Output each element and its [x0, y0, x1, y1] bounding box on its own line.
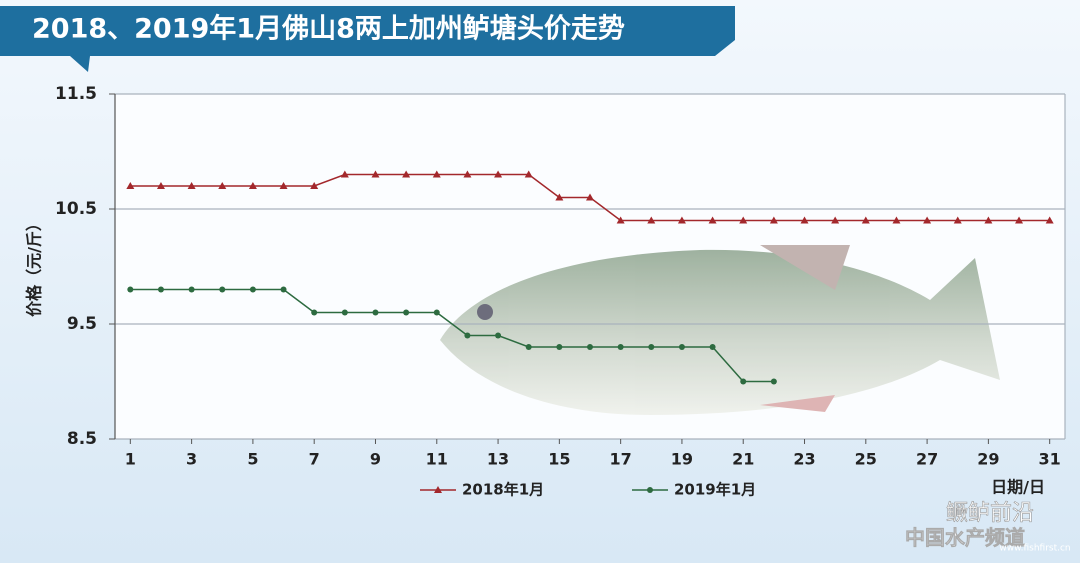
point [341, 309, 348, 316]
point [463, 170, 472, 178]
x-tick-label: 21 [732, 450, 754, 469]
point [616, 216, 625, 224]
point [677, 216, 686, 224]
watermark-channel: 中国水产频道 [905, 526, 1025, 550]
title-banner [0, 6, 735, 56]
point [157, 286, 164, 293]
point [892, 216, 901, 224]
point [1045, 216, 1054, 224]
x-tick-label: 3 [186, 450, 197, 469]
point [218, 182, 227, 189]
point [187, 182, 196, 189]
point [678, 344, 685, 350]
x-tick-label: 9 [370, 450, 381, 469]
point [739, 216, 748, 224]
x-tick-label: 15 [548, 450, 570, 469]
point [648, 344, 655, 350]
legend-label: 2018年1月 [462, 481, 544, 499]
point [524, 170, 533, 178]
point [188, 286, 195, 293]
legend-label: 2019年1月 [674, 481, 756, 499]
point [800, 216, 809, 224]
point [617, 344, 624, 350]
point [432, 170, 441, 178]
x-tick-label: 19 [671, 450, 693, 469]
point [740, 378, 747, 385]
point [248, 182, 257, 189]
point [371, 170, 380, 178]
y-tick-label: 9.5 [67, 314, 97, 334]
point [769, 216, 778, 224]
x-tick-label: 7 [309, 450, 320, 469]
point [953, 216, 962, 224]
point [708, 216, 717, 224]
point [219, 286, 226, 293]
watermark-site: www.fishfirst.cn [999, 544, 1070, 554]
point [831, 216, 840, 224]
y-tick-label: 8.5 [67, 429, 97, 449]
x-tick-label: 27 [916, 450, 938, 469]
point [525, 344, 532, 350]
y-tick-label: 11.5 [55, 84, 97, 104]
point [127, 286, 134, 293]
point [340, 170, 349, 178]
y-tick-label: 10.5 [55, 199, 97, 219]
x-tick-label: 31 [1039, 450, 1061, 469]
point [923, 216, 932, 224]
chart-title: 2018、2019年1月佛山8两上加州鲈塘头价走势 [32, 13, 625, 45]
title-banner-tail [70, 56, 90, 72]
point [126, 182, 135, 189]
point [861, 216, 870, 224]
point [464, 332, 471, 339]
fish-illustration [440, 245, 1000, 415]
x-tick-label: 1 [125, 450, 136, 469]
legend-marker [647, 487, 653, 493]
x-tick-label: 23 [793, 450, 815, 469]
point [586, 193, 594, 201]
legend-marker [434, 486, 442, 493]
point [770, 378, 777, 385]
point [249, 286, 256, 293]
point [310, 182, 319, 189]
x-tick-label: 11 [426, 450, 448, 469]
point [555, 193, 564, 201]
watermark-name: 鳜鲈前沿 [946, 501, 1034, 526]
point [587, 344, 593, 350]
point [403, 309, 410, 316]
x-tick-label: 17 [610, 450, 632, 469]
point [494, 170, 503, 178]
point [279, 182, 288, 189]
point [156, 182, 165, 189]
point [402, 170, 411, 178]
x-tick-label: 5 [247, 450, 258, 469]
point [311, 309, 318, 316]
point [556, 344, 563, 350]
x-tick-label: 29 [977, 450, 999, 469]
point [984, 216, 993, 224]
x-tick-label: 25 [855, 450, 877, 469]
point [372, 309, 379, 316]
y-axis-label: 价格（元/斤） [25, 215, 44, 317]
point [433, 309, 440, 316]
point [280, 286, 287, 293]
series-line [130, 288, 774, 383]
point [1015, 216, 1024, 224]
point [647, 216, 656, 224]
x-tick-label: 13 [487, 450, 509, 469]
point [709, 344, 716, 350]
point [495, 332, 502, 339]
x-axis-label: 日期/日 [991, 478, 1045, 497]
